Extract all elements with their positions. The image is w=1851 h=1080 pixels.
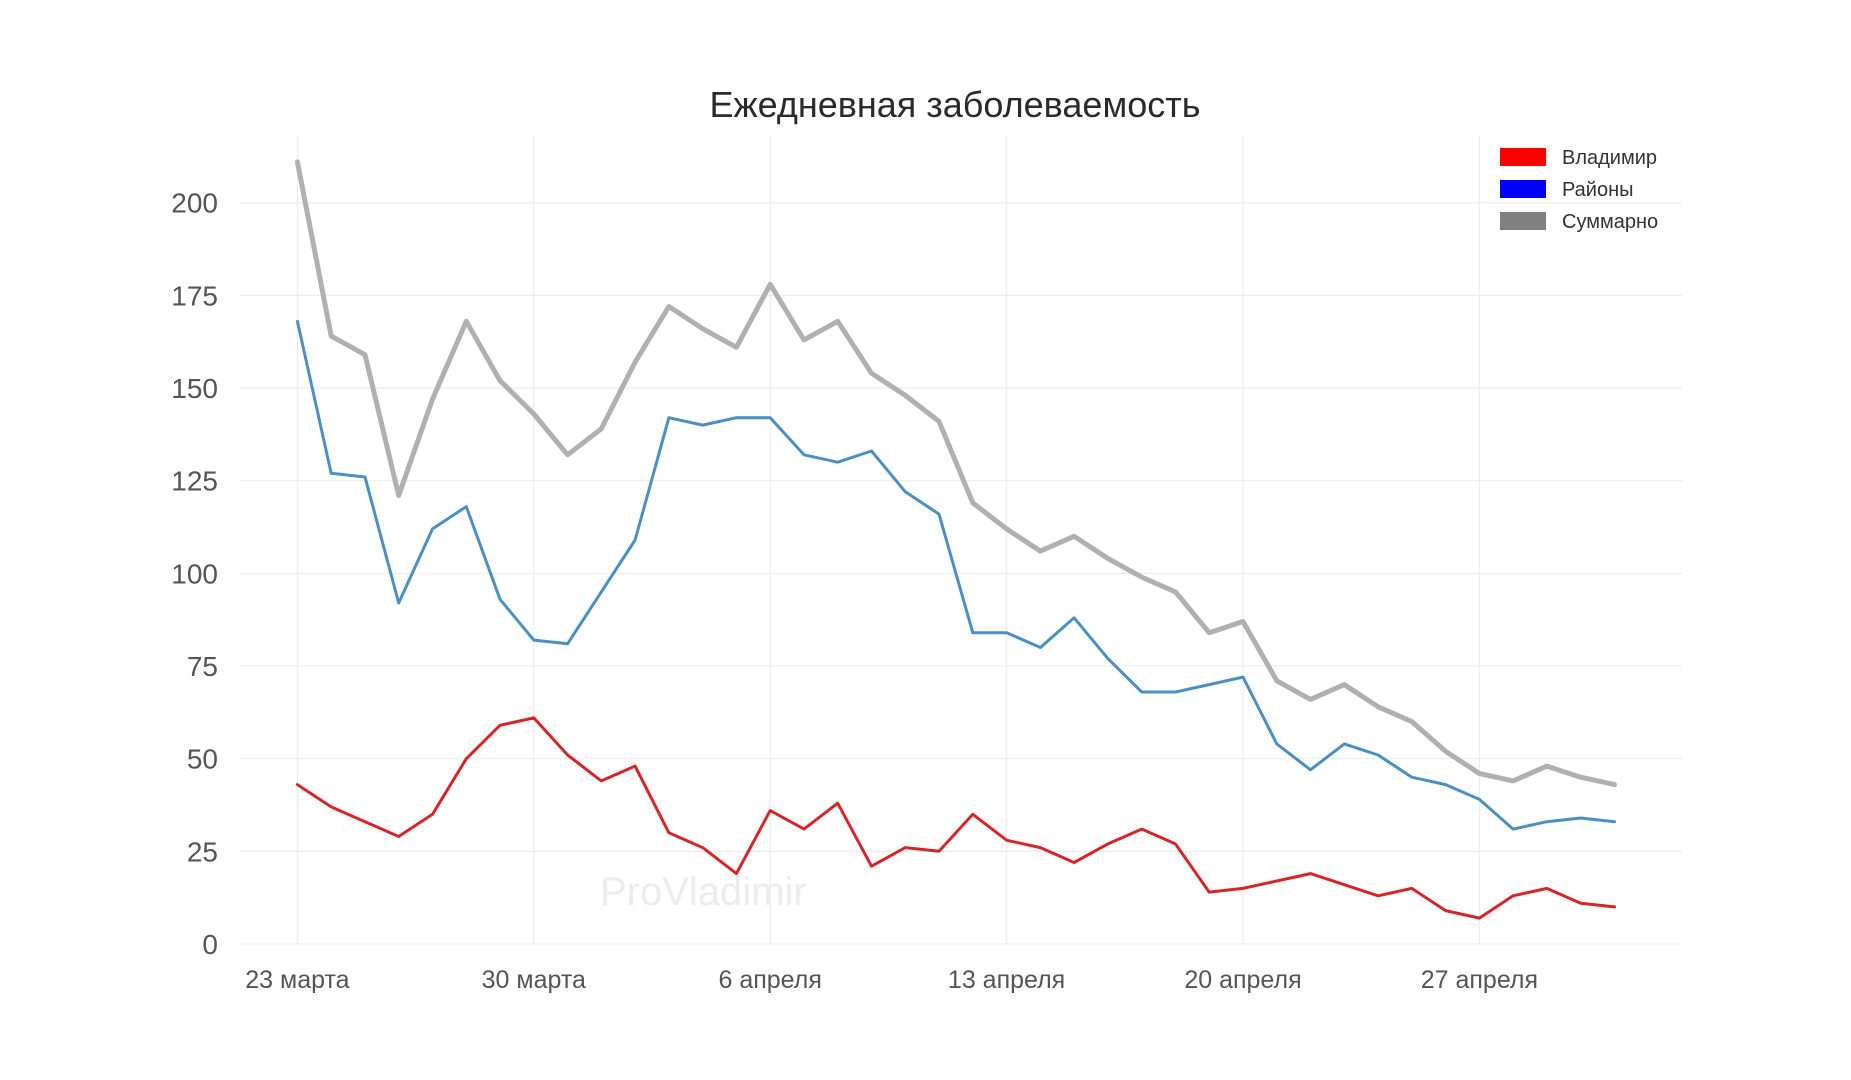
y-axis-ticks: 0 25 50 75 100 125 150 175 200 [171,188,218,960]
legend-label: Владимир [1562,147,1657,169]
x-tick-label: 27 апреля [1421,966,1538,994]
series-line-2 [294,159,1617,788]
legend-swatch [1500,180,1546,198]
y-tick-label: 25 [187,836,218,867]
y-tick-label: 150 [171,373,218,404]
x-tick-label: 6 апреля [718,966,821,994]
series-line-1 [295,319,1616,831]
legend-swatch [1500,148,1546,166]
series-line-0 [295,716,1616,920]
x-tick-label: 30 марта [482,966,586,994]
y-tick-label: 175 [171,280,218,311]
y-tick-label: 200 [171,188,218,219]
x-tick-label: 23 марта [245,966,349,994]
legend-label: Районы [1562,179,1634,201]
legend: Владимир Районы Суммарно [1500,147,1658,233]
y-tick-label: 125 [171,466,218,497]
legend-swatch [1500,212,1546,230]
x-tick-label: 13 апреля [948,966,1065,994]
y-tick-label: 50 [187,744,218,775]
watermark: ProVladimir [600,870,807,914]
chart-title: Ежедневная заболеваемость [710,84,1201,125]
y-tick-label: 0 [202,929,218,960]
x-axis-ticks: 23 марта 30 марта 6 апреля 13 апреля 20 апре… [245,966,1538,994]
legend-label: Суммарно [1562,211,1658,233]
series-lines [294,159,1617,920]
y-tick-label: 75 [187,651,218,682]
x-tick-label: 20 апреля [1184,966,1301,994]
grid [240,136,1682,945]
y-tick-label: 100 [171,558,218,589]
